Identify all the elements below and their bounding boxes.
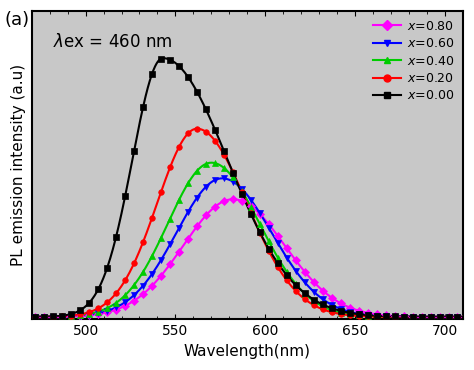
Text: $\lambda$ex = 460 nm: $\lambda$ex = 460 nm <box>53 33 173 51</box>
Y-axis label: PL emission intensity (a.u): PL emission intensity (a.u) <box>11 64 26 266</box>
Text: (a): (a) <box>5 11 30 29</box>
Legend: $x$=0.80, $x$=0.60, $x$=0.40, $x$=0.20, $x$=0.00: $x$=0.80, $x$=0.60, $x$=0.40, $x$=0.20, … <box>371 17 456 105</box>
X-axis label: Wavelength(nm): Wavelength(nm) <box>184 344 311 359</box>
